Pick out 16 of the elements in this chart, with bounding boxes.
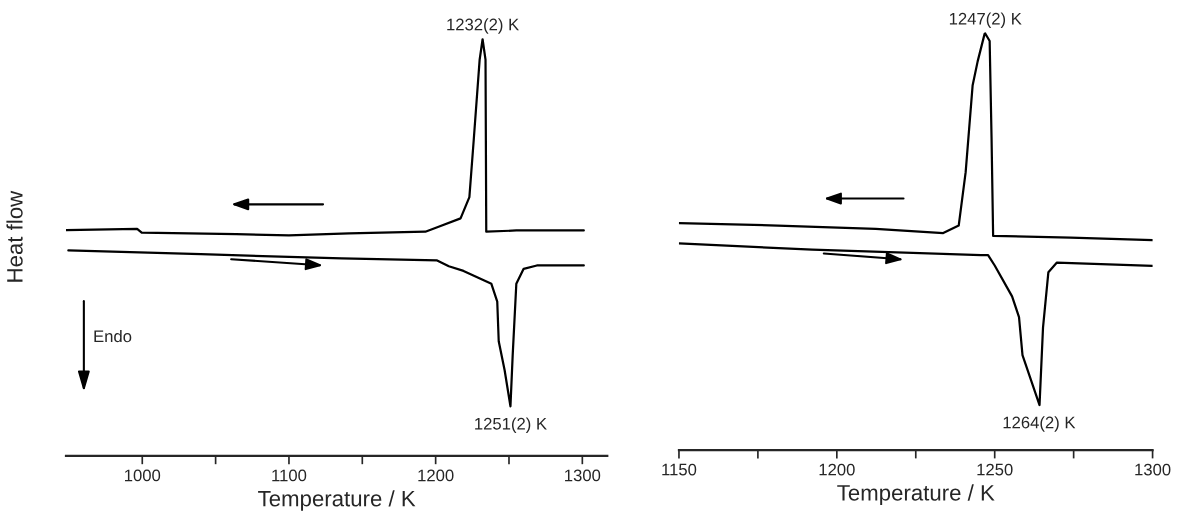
x-tick-label: 1200 [819, 463, 855, 476]
annotation: Endo [94, 329, 132, 343]
annotation: 1264(2) K [1003, 416, 1076, 432]
x-tick-label: 1000 [125, 469, 161, 482]
x-axis-title: Temperature / K [258, 490, 416, 511]
x-tick-label: 1300 [565, 469, 601, 482]
x-tick-label: 1100 [272, 469, 307, 482]
annotation: 1232(2) K [447, 18, 519, 34]
x-tick-label: 1300 [1135, 463, 1171, 476]
annotation: 1247(2) K [949, 12, 1022, 28]
x-tick-label: 1150 [662, 463, 697, 476]
y-axis-title: Heat flow [6, 190, 23, 282]
annotation: 1251(2) K [475, 417, 547, 433]
x-axis-title: Temperature / K [837, 484, 995, 506]
x-tick-label: 1200 [418, 469, 454, 482]
x-tick-label: 1250 [977, 463, 1013, 476]
